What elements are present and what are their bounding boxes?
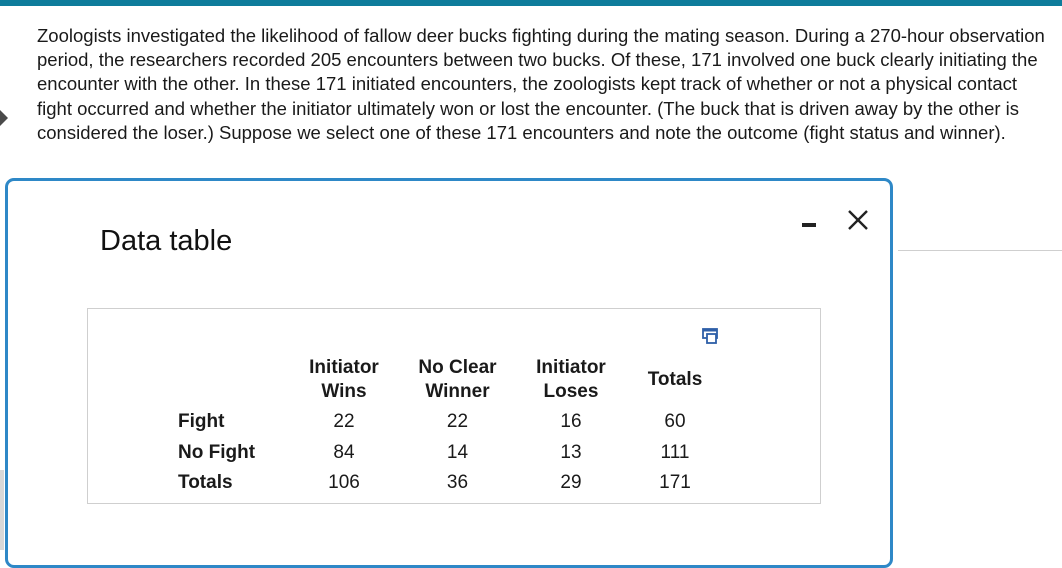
table-cell: 13 bbox=[560, 441, 582, 463]
data-table-container: Initiator Wins No Clear Winner Initiator Lo… bbox=[87, 308, 821, 504]
left-scroll-edge bbox=[0, 470, 4, 550]
row-label: No Fight bbox=[178, 441, 256, 463]
table-row: No Fight 84 14 13 111 bbox=[163, 438, 723, 469]
header-initiator-wins: Initiator Wins bbox=[309, 357, 379, 402]
question-text: Zoologists investigated the likelihood o… bbox=[37, 25, 1045, 143]
table-cell: 14 bbox=[446, 441, 469, 463]
table-cell: 22 bbox=[446, 411, 469, 432]
table-cell: 22 bbox=[333, 411, 355, 432]
copy-icon bbox=[702, 328, 718, 344]
table-cell: 106 bbox=[328, 472, 360, 493]
close-button[interactable] bbox=[843, 205, 873, 235]
copy-button[interactable] bbox=[700, 326, 722, 346]
row-label: Fight bbox=[178, 411, 225, 432]
table-cell: 60 bbox=[664, 411, 686, 432]
data-table: Initiator Wins No Clear Winner Initiator Lo… bbox=[163, 353, 723, 499]
table-cell: 29 bbox=[560, 472, 582, 493]
table-row: Fight 22 22 16 60 bbox=[163, 407, 723, 438]
header-totals: Totals bbox=[647, 369, 703, 390]
row-label: Totals bbox=[178, 472, 233, 493]
data-table-dialog: Data table Initiator Wins No Clear Winner bbox=[5, 178, 893, 568]
header-initiator-loses: Initiator Loses bbox=[536, 357, 606, 402]
row-label-header bbox=[163, 353, 288, 407]
minimize-button[interactable] bbox=[794, 207, 822, 235]
table-cell: 84 bbox=[333, 441, 355, 463]
table-header-row: Initiator Wins No Clear Winner Initiator Lo… bbox=[163, 353, 723, 407]
table-cell: 171 bbox=[659, 472, 691, 493]
minimize-icon bbox=[802, 223, 816, 227]
table-row: Totals 106 36 29 171 bbox=[163, 468, 723, 499]
dialog-title: Data table bbox=[100, 225, 233, 257]
left-arrow-icon bbox=[0, 110, 8, 126]
table-cell: 36 bbox=[446, 472, 469, 493]
table-cell: 16 bbox=[560, 411, 582, 432]
top-accent-bar bbox=[0, 0, 1062, 6]
divider bbox=[898, 250, 1062, 251]
header-no-clear-winner: No Clear Winner bbox=[418, 357, 497, 402]
close-icon bbox=[848, 210, 868, 230]
table-cell: 111 bbox=[660, 441, 690, 463]
